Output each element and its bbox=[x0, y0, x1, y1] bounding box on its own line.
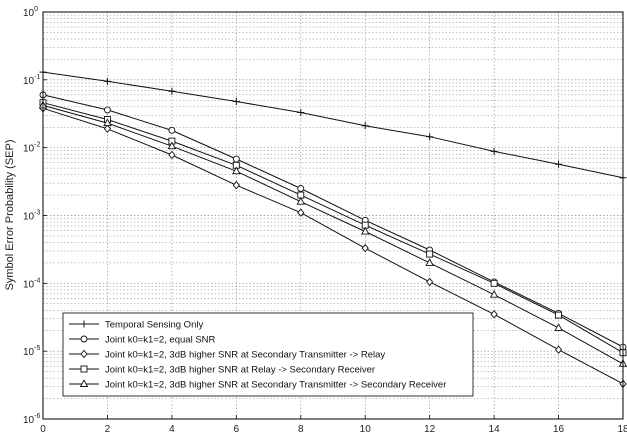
marker-plus bbox=[426, 133, 434, 141]
legend-item: Joint k0=k1=2, 3dB higher SNR at Relay -… bbox=[69, 365, 375, 376]
series-line bbox=[42, 104, 624, 365]
marker-triangle bbox=[425, 258, 434, 266]
marker-plus bbox=[555, 160, 563, 168]
x-tick-label: 10 bbox=[360, 424, 372, 435]
legend-label: Joint k0=k1=2, 3dB higher SNR at Seconda… bbox=[105, 380, 446, 391]
marker-triangle bbox=[167, 141, 177, 150]
legend-label: Temporal Sensing Only bbox=[105, 320, 203, 331]
y-tick-label: 10-1 bbox=[23, 74, 40, 87]
legend: Temporal Sensing Only Joint k0=k1=2, equa… bbox=[62, 312, 474, 397]
marker-diamond bbox=[426, 277, 434, 287]
series-triangle bbox=[38, 100, 627, 367]
x-tick-label: 4 bbox=[169, 424, 175, 435]
plot-frame bbox=[42, 11, 624, 420]
y-tick-label: 10-3 bbox=[23, 210, 40, 223]
legend-item: Temporal Sensing Only bbox=[69, 320, 203, 331]
marker-square bbox=[426, 250, 434, 258]
marker-plus bbox=[168, 87, 176, 95]
marker-plus bbox=[232, 97, 240, 105]
x-tick-label: 16 bbox=[553, 424, 565, 435]
legend-item: Joint k0=k1=2, 3dB higher SNR at Seconda… bbox=[69, 379, 446, 391]
series-line bbox=[42, 71, 624, 179]
marker-circle bbox=[297, 185, 305, 192]
x-tick-label: 2 bbox=[105, 424, 111, 435]
marker-circle bbox=[103, 106, 111, 114]
legend-item: Joint k0=k1=2, equal SNR bbox=[69, 335, 216, 346]
legend-label: Joint k0=k1=2, 3dB higher SNR at Relay -… bbox=[105, 365, 375, 376]
series-line bbox=[42, 94, 624, 348]
series-line bbox=[42, 107, 624, 385]
marker-triangle bbox=[232, 166, 241, 175]
marker-triangle bbox=[296, 196, 306, 205]
y-tick-label: 10-2 bbox=[23, 142, 40, 155]
marker-triangle bbox=[360, 226, 370, 235]
x-tick-label: 14 bbox=[489, 424, 501, 435]
y-axis-label: Symbol Error Probability (SEP) bbox=[4, 140, 16, 291]
data-series bbox=[38, 68, 627, 389]
x-tick-label: 6 bbox=[234, 424, 240, 435]
y-tick-labels: 10-6 10-5 10-4 10-3 10-2 10-1 100 bbox=[23, 6, 40, 426]
y-tick-label: 10-6 bbox=[23, 413, 40, 426]
legend-item: Joint k0=k1=2, 3dB higher SNR at Seconda… bbox=[69, 350, 385, 361]
series-line bbox=[42, 102, 624, 354]
marker-square bbox=[80, 365, 88, 373]
marker-plus bbox=[490, 147, 498, 155]
marker-diamond bbox=[490, 310, 498, 319]
x-tick-label: 8 bbox=[298, 424, 304, 435]
marker-triangle bbox=[79, 379, 89, 387]
marker-plus bbox=[361, 122, 369, 130]
x-tick-label: 12 bbox=[424, 424, 436, 435]
marker-diamond bbox=[361, 243, 369, 253]
legend-label: Joint k0=k1=2, 3dB higher SNR at Seconda… bbox=[105, 350, 385, 361]
marker-diamond bbox=[554, 345, 563, 354]
marker-diamond bbox=[232, 180, 240, 190]
marker-triangle bbox=[554, 323, 563, 331]
marker-plus bbox=[80, 320, 88, 328]
marker-diamond bbox=[103, 124, 112, 133]
y-tick-label: 10-5 bbox=[23, 345, 40, 358]
x-tick-label: 18 bbox=[617, 424, 627, 435]
series-plus bbox=[39, 68, 627, 182]
marker-plus bbox=[297, 108, 305, 116]
marker-square bbox=[490, 279, 498, 287]
y-tick-label: 100 bbox=[23, 6, 38, 19]
marker-diamond bbox=[80, 349, 88, 359]
marker-triangle bbox=[103, 118, 112, 127]
series-square bbox=[39, 99, 627, 357]
marker-circle bbox=[168, 126, 176, 134]
marker-circle bbox=[80, 335, 88, 343]
x-tick-labels: 0 2 4 6 8 10 12 14 16 18 bbox=[40, 424, 627, 435]
marker-plus bbox=[103, 77, 111, 85]
series-diamond bbox=[39, 104, 627, 389]
marker-square bbox=[555, 311, 563, 319]
marker-circle bbox=[232, 155, 240, 163]
y-tick-label: 10-4 bbox=[23, 277, 40, 290]
legend-box bbox=[62, 312, 474, 397]
grid-lines bbox=[43, 12, 623, 419]
marker-diamond bbox=[168, 150, 176, 160]
marker-triangle bbox=[489, 289, 499, 298]
legend-label: Joint k0=k1=2, equal SNR bbox=[105, 335, 216, 346]
x-tick-label: 0 bbox=[40, 424, 46, 435]
marker-diamond bbox=[297, 208, 305, 217]
